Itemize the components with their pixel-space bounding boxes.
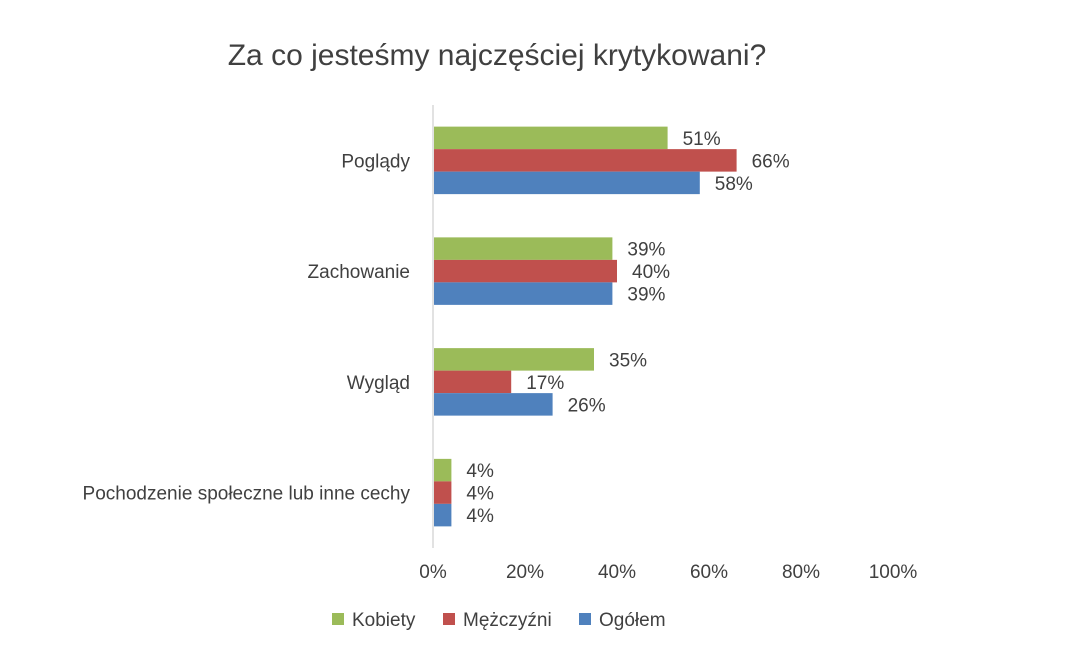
bar-ogółem [434,282,613,305]
legend-label: Ogółem [599,610,666,631]
legend-swatch [579,613,591,625]
bar-mężczyźni [434,370,512,394]
plot-area: Poglądy51%66%58%Zachowanie39%40%39%Wyglą… [83,105,918,583]
bar-ogółem [434,503,452,527]
bar-ogółem [434,171,700,195]
category-label: Zachowanie [308,262,410,283]
bar-kobiety [434,237,613,260]
legend-swatch [443,613,455,625]
x-tick-label: 20% [506,562,544,583]
data-label: 4% [466,506,494,527]
data-label: 40% [632,262,670,283]
bar-mężczyźni [434,149,737,172]
data-label: 39% [627,240,665,261]
category-label: Pochodzenie społeczne lub inne cechy [83,484,411,505]
data-label: 17% [526,373,564,394]
bar-kobiety [434,458,452,482]
legend-swatch [332,613,344,625]
data-label: 39% [627,285,665,306]
x-tick-label: 60% [690,562,728,583]
bar-mężczyźni [434,481,452,504]
data-label: 4% [466,461,494,482]
category-label: Poglądy [341,151,410,172]
x-tick-label: 0% [419,562,447,583]
x-tick-label: 40% [598,562,636,583]
data-label: 26% [568,395,606,416]
legend: Kobiety Mężczyźni Ogółem [332,610,666,631]
x-tick-label: 80% [782,562,820,583]
legend-label: Mężczyźni [463,610,552,631]
data-label: 35% [609,350,647,371]
bar-ogółem [434,393,553,416]
category-label: Wygląd [347,373,410,394]
bar-kobiety [434,126,668,150]
legend-label: Kobiety [352,610,416,631]
data-label: 66% [752,151,790,172]
data-label: 4% [466,484,494,505]
data-label: 58% [715,174,753,195]
bar-mężczyźni [434,259,617,283]
bar-kobiety [434,348,594,371]
x-tick-label: 100% [869,562,918,583]
data-label: 51% [683,129,721,150]
chart-title: Za co jesteśmy najczęściej krytykowani? [228,39,767,72]
